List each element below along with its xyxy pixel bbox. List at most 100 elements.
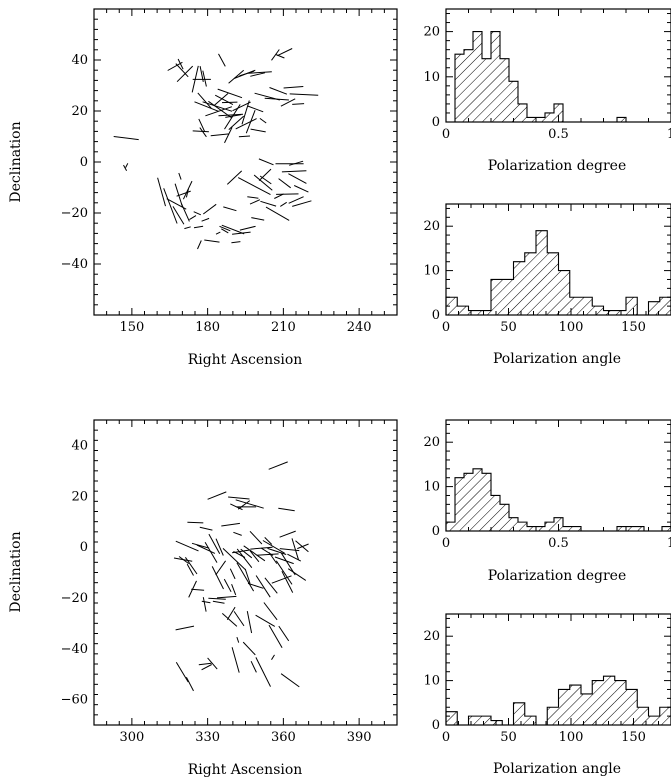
histogram-bar [603,310,615,315]
bottom-map-xlabel: Right Ascension [188,762,303,778]
polarization-vector [232,231,251,235]
y-tick-label: −20 [61,206,88,221]
polarization-vector [240,548,253,559]
polarization-vector [215,538,224,556]
histogram-bar [455,54,464,123]
histogram-bar [581,693,593,725]
x-tick-label: 0.5 [548,127,569,142]
x-tick-label: 240 [347,320,372,335]
histogram-bar [527,117,536,122]
polarization-vector [186,563,194,576]
x-tick-label: 1 [667,536,671,551]
polarization-vector [242,641,256,656]
top-angle-histogram: 0 50 100 150 0 10 20 [423,203,671,335]
histogram-bar [500,58,509,122]
x-tick-label: 0.5 [548,536,569,551]
polarization-vector [197,92,212,109]
histogram-bar [536,117,545,122]
polarization-vector [232,101,251,112]
y-tick-label: 0 [432,115,440,130]
polarization-vector [251,217,265,221]
polarization-vector [224,127,233,144]
polarization-vector [202,203,217,215]
polarization-vector [205,106,233,117]
histogram-bar [558,689,570,725]
histogram-bar [659,707,671,725]
histogram-bar [536,230,548,315]
y-tick-label: 20 [423,435,440,450]
polarization-vector [219,225,231,232]
histogram-bar [446,297,458,315]
plot-frame [93,8,398,316]
x-tick-label: 0 [442,730,450,745]
histogram-outline [445,675,671,726]
polarization-vector [202,70,207,87]
polarization-vector [191,588,205,591]
polarization-vector [221,613,238,627]
polarization-vector [236,562,255,592]
polarization-vector [229,568,236,580]
histogram-bar [513,702,525,725]
polarization-vector [204,239,220,243]
polarization-vector [289,93,319,96]
x-tick-label: 360 [271,730,296,745]
polarization-vector [288,196,304,204]
bottom-map-ylabel: Declination [8,531,24,612]
histogram-bar [527,526,536,531]
bottom-angle-xlabel: Polarization angle [493,761,621,777]
x-tick-label: 300 [119,730,144,745]
polarization-vector [271,654,275,660]
histogram-bar [491,31,500,123]
histogram-bar [518,522,527,531]
histogram-bar [554,103,563,122]
polarization-vector [283,86,304,89]
histogram-bar [455,477,464,531]
polarization-vector [201,217,210,222]
polarization-vector [237,177,271,196]
histogram-bar [457,306,469,315]
polarization-vector [281,170,307,173]
polarization-vector [287,553,302,562]
polarization-vector [281,570,294,593]
histogram-bar [547,252,559,315]
histogram-bar [558,270,570,315]
histogram-bar [518,103,527,122]
polarization-vector [250,72,266,77]
x-tick-label: 0 [442,320,450,335]
y-tick-label: 10 [423,264,440,279]
top-vector-map: 150 180 210 240 −40 −20 0 20 40 [61,8,398,335]
histogram-bar [468,310,480,315]
polarization-vector [218,53,226,67]
histogram-bar [502,279,514,315]
polarization-vector [246,611,253,634]
histogram-bar [464,49,473,122]
polarization-vector [221,522,240,527]
polarization-vector [201,664,212,671]
polarization-vector [187,521,204,524]
polarization-vector [221,101,238,104]
polarization-vector [178,556,189,565]
polarization-vector [247,71,272,74]
polarization-vector [243,545,266,562]
polarization-vector [223,578,232,593]
polarization-vector [260,200,277,207]
polarization-vector [237,500,251,510]
polarization-vector [250,660,257,673]
polarization-vector [264,577,278,594]
polarization-vector [253,174,273,191]
polarization-vector [175,625,195,631]
polarization-vector [193,225,204,229]
x-tick-label: 150 [621,320,646,335]
polarization-vector [214,94,234,106]
histogram-bar [509,517,518,531]
polarization-vector [288,173,307,184]
polarization-vector [279,548,300,552]
polarization-vector [231,647,240,673]
polarization-vector [199,127,207,138]
histogram-bar [617,526,626,531]
polarization-vector [228,496,250,500]
histogram-bar [482,58,491,122]
polarization-vector [259,117,267,124]
histogram-bar [500,504,509,531]
histogram-bar [648,716,660,725]
